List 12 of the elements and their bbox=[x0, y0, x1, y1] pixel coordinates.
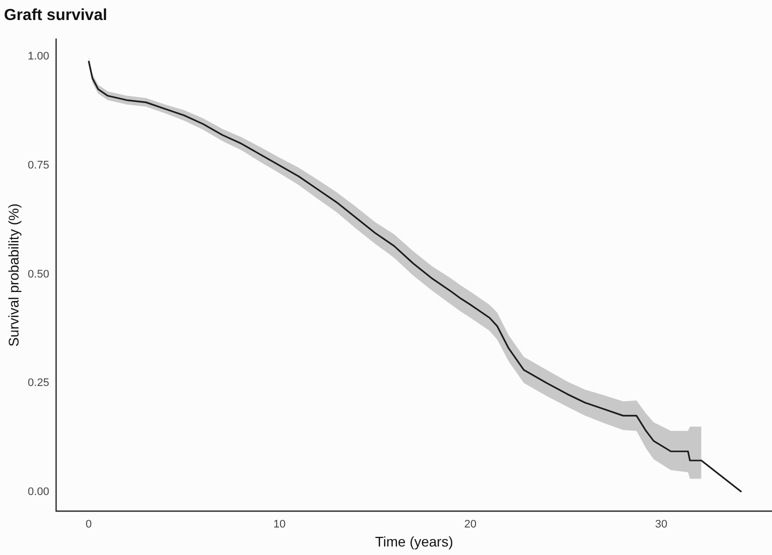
y-tick-label: 1.00 bbox=[28, 50, 50, 63]
x-tick-label: 0 bbox=[86, 518, 92, 531]
y-tick-label: 0.00 bbox=[28, 486, 50, 498]
x-axis-title: Time (years) bbox=[375, 533, 454, 550]
chart-title: Graft survival bbox=[4, 7, 108, 24]
y-tick-label: 0.50 bbox=[28, 268, 50, 280]
x-tick-label: 20 bbox=[464, 518, 477, 531]
y-tick-label: 0.75 bbox=[28, 159, 50, 172]
y-axis-title: Survival probability (%) bbox=[5, 204, 22, 347]
x-tick-label: 30 bbox=[655, 518, 668, 531]
y-tick-label: 0.25 bbox=[28, 377, 50, 390]
x-tick-label: 10 bbox=[273, 518, 286, 531]
